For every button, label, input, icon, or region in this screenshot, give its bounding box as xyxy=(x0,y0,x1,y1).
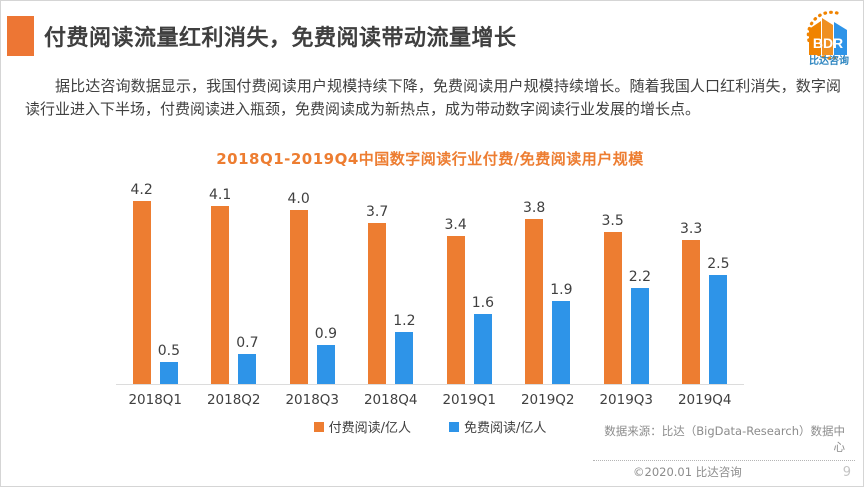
bar-group-2018Q1: 4.2 0.5 xyxy=(116,182,195,384)
legend-swatch-icon xyxy=(313,421,324,432)
bar-col: 2.5 xyxy=(707,256,730,384)
bar-value-label: 0.7 xyxy=(236,335,259,351)
bar-value-label: 3.8 xyxy=(522,200,546,216)
x-axis-label: 2019Q2 xyxy=(520,392,575,408)
bar-col: 3.4 xyxy=(444,217,467,384)
bar-value-label: 4.1 xyxy=(208,187,232,203)
x-axis-label: 2018Q1 xyxy=(128,392,183,408)
bar-series-1 xyxy=(159,362,178,384)
bar-series-1 xyxy=(552,301,571,384)
bar-col: 4.2 xyxy=(130,182,153,384)
x-axis-label: 2018Q2 xyxy=(206,392,261,408)
bar-value-label: 4.0 xyxy=(287,191,310,207)
footer: 数据来源：比达（BigData-Research）数据中心 ©2020.01 比… xyxy=(593,423,855,482)
bar-value-label: 3.5 xyxy=(601,213,624,229)
bar-col: 1.6 xyxy=(472,295,494,384)
bdr-logo-subtext: 比达咨询 xyxy=(809,54,849,67)
bar-col: 1.2 xyxy=(393,313,416,384)
bar-value-label: 0.5 xyxy=(157,343,181,359)
bar-group-2019Q3: 3.5 2.2 xyxy=(587,213,666,384)
x-axis-label: 2019Q1 xyxy=(442,392,497,408)
bar-series-0 xyxy=(132,201,151,384)
intro-paragraph: 据比达咨询数据显示，我国付费阅读用户规模持续下降，免费阅读用户规模持续增长。随着… xyxy=(25,77,841,118)
copyright-note: ©2020.01 比达咨询 xyxy=(633,465,742,479)
x-axis-label: 2018Q4 xyxy=(363,392,418,408)
legend-label: 付费阅读/亿人 xyxy=(328,421,411,436)
bar-value-label: 4.2 xyxy=(130,182,153,198)
bar-value-label: 3.3 xyxy=(679,221,703,237)
legend-swatch-icon xyxy=(449,421,459,432)
footer-bottom-row: ©2020.01 比达咨询 9 xyxy=(593,461,855,482)
page-title: 付费阅读流量红利消失，免费阅读带动流量增长 xyxy=(44,26,517,51)
x-axis-label: 2018Q3 xyxy=(285,392,340,408)
bar-chart: 4.2 0.5 4.1 0.7 4.0 0.9 3.7 1.2 3.4 1.6 3.8 1.9 3.5 2… xyxy=(116,182,744,436)
bar-group-2019Q1: 3.4 1.6 xyxy=(430,217,509,384)
chart-legend: 付费阅读/亿人 免费阅读/亿人 xyxy=(116,417,744,436)
bar-col: 1.9 xyxy=(550,282,573,384)
bar-series-0 xyxy=(682,240,701,384)
bar-value-label: 3.7 xyxy=(365,204,389,220)
bar-col: 4.1 xyxy=(209,187,231,384)
bar-group-2018Q3: 4.0 0.9 xyxy=(273,191,352,384)
bdr-logo-icon: BDR 比达咨询 xyxy=(806,10,849,67)
chart-plot-area: 4.2 0.5 4.1 0.7 4.0 0.9 3.7 1.2 3.4 1.6 3.8 1.9 3.5 2… xyxy=(116,182,744,385)
bar-series-0 xyxy=(446,236,465,384)
bar-series-1 xyxy=(395,332,414,384)
bar-value-label: 1.2 xyxy=(393,313,416,329)
bar-col: 3.8 xyxy=(523,200,545,384)
chart-title: 2018Q1-2019Q4中国数字阅读行业付费/免费阅读用户规模 xyxy=(216,150,644,168)
title-accent-bar xyxy=(7,16,34,56)
bar-series-0 xyxy=(211,206,230,384)
bar-col: 0.9 xyxy=(315,326,337,384)
x-axis: 2018Q1 2018Q2 2018Q3 2018Q4 2019Q1 2019Q2 2019… xyxy=(116,385,744,408)
bdr-logo: BDR 比达咨询 xyxy=(795,8,855,68)
bar-series-0 xyxy=(525,219,544,384)
bar-series-1 xyxy=(238,354,257,384)
x-axis-label: 2019Q3 xyxy=(599,392,654,408)
page-number: 9 xyxy=(842,465,851,480)
bar-series-1 xyxy=(709,275,728,384)
bar-value-label: 1.9 xyxy=(550,282,573,298)
bar-group-2019Q2: 3.8 1.9 xyxy=(509,200,588,384)
x-axis-label: 2019Q4 xyxy=(677,392,732,408)
bar-col: 3.3 xyxy=(680,221,702,384)
bar-col: 0.5 xyxy=(158,343,180,384)
legend-item-0: 付费阅读/亿人 xyxy=(313,417,411,436)
bar-value-label: 2.2 xyxy=(628,269,652,285)
footer-divider xyxy=(593,460,855,461)
bar-value-label: 2.5 xyxy=(707,256,730,272)
bar-group-2018Q2: 4.1 0.7 xyxy=(195,187,274,384)
bar-col: 3.5 xyxy=(601,213,624,384)
bar-col: 2.2 xyxy=(629,269,651,384)
data-source-note: 数据来源：比达（BigData-Research）数据中心 xyxy=(604,424,845,454)
bar-series-1 xyxy=(316,345,335,384)
bar-col: 4.0 xyxy=(287,191,310,384)
bar-series-1 xyxy=(473,314,492,384)
legend-label: 免费阅读/亿人 xyxy=(464,421,547,436)
bar-group-2019Q4: 3.3 2.5 xyxy=(666,221,745,384)
header: 付费阅读流量红利消失，免费阅读带动流量增长 xyxy=(7,16,783,56)
bar-group-2018Q4: 3.7 1.2 xyxy=(352,204,431,384)
bar-series-1 xyxy=(630,288,649,384)
bar-col: 3.7 xyxy=(366,204,388,384)
bar-value-label: 3.4 xyxy=(444,217,467,233)
bar-col: 0.7 xyxy=(236,335,259,384)
bar-series-0 xyxy=(289,210,308,384)
bar-value-label: 1.6 xyxy=(471,295,495,311)
legend-item-1: 免费阅读/亿人 xyxy=(449,417,546,436)
bar-value-label: 0.9 xyxy=(314,326,338,342)
bdr-logo-text: BDR xyxy=(813,35,843,51)
bar-series-0 xyxy=(368,223,387,384)
bar-series-0 xyxy=(603,232,622,384)
